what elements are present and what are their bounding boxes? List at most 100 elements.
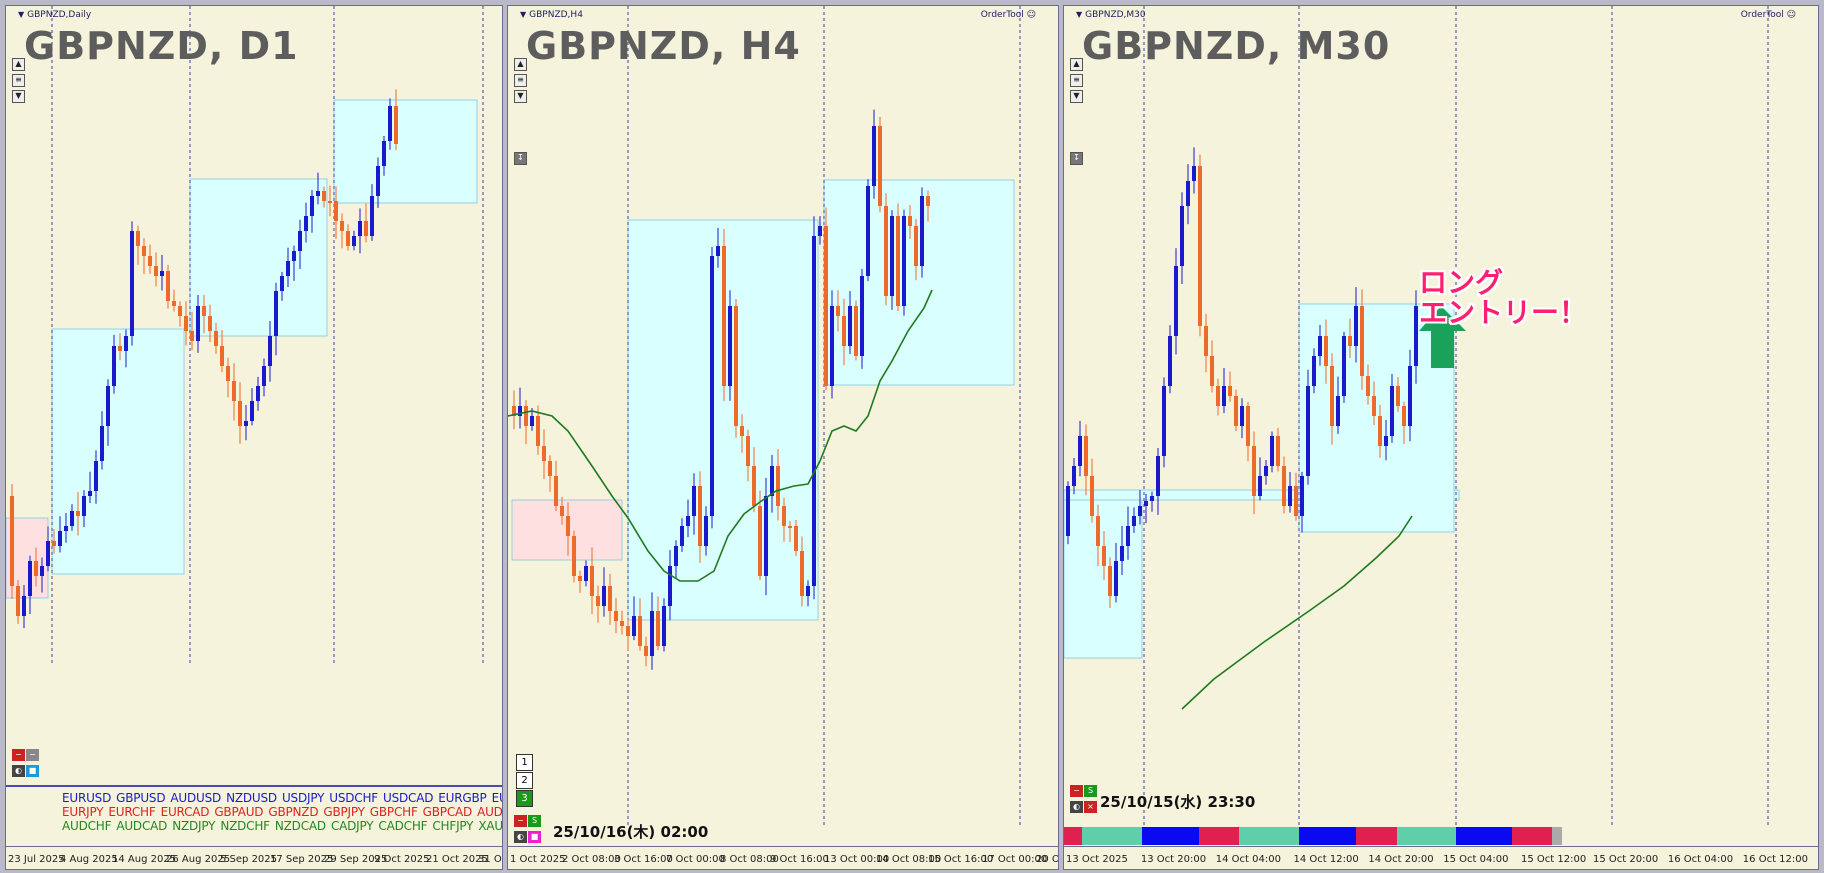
candle-body [148,256,152,266]
candle-body [1090,476,1094,516]
pair-eurcad[interactable]: EURCAD [160,805,210,819]
pair-gbpusd[interactable]: GBPUSD [116,791,166,805]
pair-xauusd[interactable]: XAUUSD [478,819,503,833]
trade-level-icon[interactable]: ↧ [514,152,527,165]
pair-nzdcad[interactable]: NZDCAD [274,819,326,833]
price-chart-d1[interactable] [6,6,503,870]
candle-body [644,646,648,656]
trade-buttons: − S [514,808,546,827]
chart-pane-m30[interactable]: ▼ GBPNZD,M30 OrderTool ☺ GBPNZD, M30 ▲ ≡ … [1063,5,1819,870]
pair-cadchf[interactable]: CADCHF [378,819,428,833]
pair-gbpaud[interactable]: GBPAUD [214,805,264,819]
symbol-timeframe-title: GBPNZD, M30 [1082,24,1391,68]
candle-body [602,586,606,606]
sell-button[interactable]: − [514,815,527,827]
candle-body [70,511,74,526]
candle-body [1390,386,1394,436]
sell-button[interactable]: − [12,749,25,761]
collapse-triangle-icon[interactable]: ▼ [1076,10,1083,19]
close-icon[interactable]: × [1084,801,1097,813]
pair-gbpcad[interactable]: GBPCAD [422,805,473,819]
candle-body [1360,306,1364,376]
order-tool-label[interactable]: OrderTool ☺ [980,10,1036,20]
pair-euraud[interactable]: EURAUD [491,791,502,805]
settings-icon[interactable]: ◐ [12,765,25,777]
candle-body [1240,406,1244,426]
settings-icon[interactable]: ◐ [514,831,527,843]
pair-nzdjpy[interactable]: NZDJPY [172,819,216,833]
candle-body [1120,546,1124,561]
pair-usdchf[interactable]: USDCHF [329,791,378,805]
pair-eurusd[interactable]: EURUSD [62,791,112,805]
candle-body [818,226,822,236]
window-label: ▼ GBPNZD,H4 [520,10,583,20]
pair-gbpjpy[interactable]: GBPJPY [323,805,365,819]
candle-body [1174,266,1178,336]
candle-body [196,306,200,341]
candle-body [848,306,852,346]
pair-nzdchf[interactable]: NZDCHF [220,819,270,833]
candle-body [1336,396,1340,426]
order-tool-label[interactable]: OrderTool ☺ [1740,10,1796,20]
collapse-triangle-icon[interactable]: ▼ [520,10,527,19]
price-chart-h4[interactable] [508,6,1059,870]
tool-buttons: ◐ ■ [12,758,44,777]
pair-usdjpy[interactable]: USDJPY [281,791,325,805]
candle-body [1342,336,1346,396]
pair-audnzd[interactable]: AUDNZD [477,805,503,819]
pair-gbpnzd[interactable]: GBPNZD [268,805,319,819]
chart-pane-d1[interactable]: ▼ GBPNZD,Daily GBPNZD, D1 ▲ ≡ ▼ − − ◐ ■ EUR… [5,5,503,870]
buy-button[interactable]: S [1084,785,1097,797]
pair-gbpchf[interactable]: GBPCHF [369,805,418,819]
candle-body [1396,386,1400,406]
time-axis: 1 Oct 2025 2 Oct 08:00 3 Oct 16:00 7 Oct 00… [508,846,1058,869]
pair-nzdusd[interactable]: NZDUSD [226,791,277,805]
timeframe-button-2[interactable]: 2 [516,772,533,789]
scroll-down-icon[interactable]: ▼ [1070,90,1083,103]
pair-audcad[interactable]: AUDCAD [116,819,168,833]
symbol-timeframe-title: GBPNZD, H4 [526,24,801,68]
collapse-triangle-icon[interactable]: ▼ [18,10,25,19]
pair-eurchf[interactable]: EURCHF [108,805,156,819]
scale-icon[interactable]: ≡ [12,74,25,87]
candle-body [668,566,672,606]
candle-body [740,426,744,436]
chart-pane-h4[interactable]: ▼ GBPNZD,H4 OrderTool ☺ GBPNZD, H4 ▲ ≡ ▼ … [507,5,1059,870]
pair-eurgbp[interactable]: EURGBP [438,791,487,805]
candle-body [1132,516,1136,526]
pair-eurjpy[interactable]: EURJPY [62,805,104,819]
candle-body [914,226,918,266]
info-icon[interactable]: ■ [26,765,39,777]
candle-body [280,276,284,291]
pair-chfjpy[interactable]: CHFJPY [432,819,474,833]
sell-button[interactable]: − [1070,785,1083,797]
pair-cadjpy[interactable]: CADJPY [330,819,374,833]
candle-body [884,206,888,296]
trade-level-icon[interactable]: ↧ [1070,152,1083,165]
scale-icon[interactable]: ≡ [514,74,527,87]
price-chart-m30[interactable] [1064,6,1819,870]
candle-body [388,106,392,141]
buy-button[interactable]: S [528,815,541,827]
settings-icon[interactable]: ◐ [1070,801,1083,813]
timeframe-button-3[interactable]: 3 [516,790,533,807]
scroll-down-icon[interactable]: ▼ [12,90,25,103]
strength-segment [1356,827,1397,845]
candle-body [716,246,720,256]
candle-body [244,421,248,426]
candle-body [106,386,110,426]
scale-icon[interactable]: ≡ [1070,74,1083,87]
scroll-up-icon[interactable]: ▲ [514,58,527,71]
pair-audusd[interactable]: AUDUSD [170,791,222,805]
color-icon[interactable]: ■ [528,831,541,843]
pair-row-cross: EURJPY EURCHF EURCAD GBPAUD GBPNZD GBPJPY GBPC… [62,805,503,819]
close-button[interactable]: − [26,749,39,761]
range-box [823,179,1015,386]
pair-usdcad[interactable]: USDCAD [383,791,434,805]
timeframe-button-1[interactable]: 1 [516,754,533,771]
scroll-down-icon[interactable]: ▼ [514,90,527,103]
candle-body [1138,506,1142,516]
scroll-up-icon[interactable]: ▲ [1070,58,1083,71]
scroll-up-icon[interactable]: ▲ [12,58,25,71]
pair-audchf[interactable]: AUDCHF [62,819,112,833]
